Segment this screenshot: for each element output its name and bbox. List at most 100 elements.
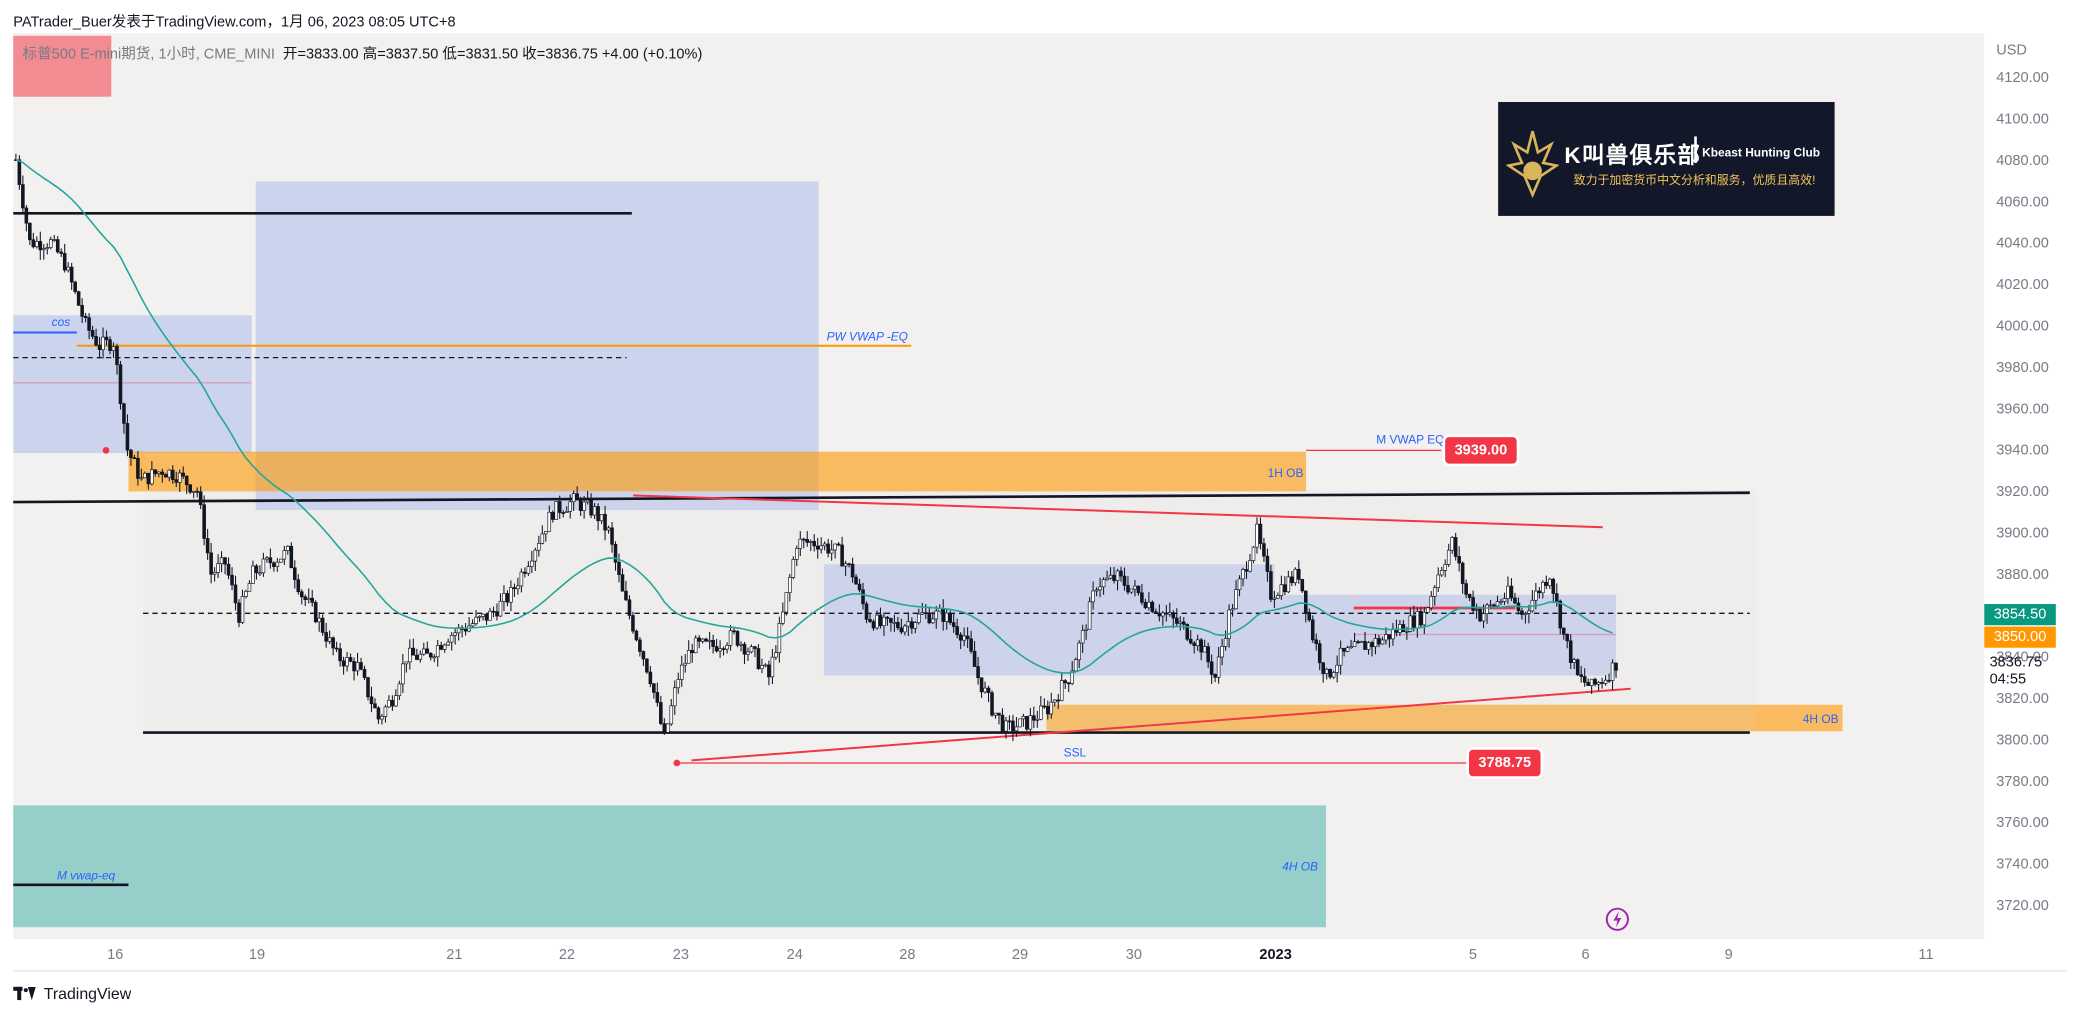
candle[interactable]: [1436, 567, 1441, 592]
candle[interactable]: [861, 582, 865, 610]
candle[interactable]: [509, 580, 513, 612]
candle[interactable]: [331, 636, 335, 656]
candle[interactable]: [153, 469, 158, 477]
vwap-line[interactable]: [15, 158, 1613, 674]
candle[interactable]: [620, 568, 625, 592]
candle[interactable]: [1387, 634, 1392, 648]
candle[interactable]: [230, 567, 234, 591]
candle[interactable]: [927, 606, 932, 625]
candle[interactable]: [45, 243, 50, 255]
candle[interactable]: [1548, 577, 1552, 589]
candle[interactable]: [1380, 636, 1385, 645]
candle[interactable]: [313, 600, 318, 624]
candle[interactable]: [1230, 604, 1235, 617]
candle[interactable]: [819, 537, 823, 554]
candle[interactable]: [498, 593, 503, 617]
candle[interactable]: [760, 658, 764, 674]
trendline-lower[interactable]: [691, 687, 1631, 762]
candle[interactable]: [596, 503, 600, 531]
candle[interactable]: [1321, 662, 1325, 683]
label-m-vwap-eq-lower[interactable]: M vwap-eq: [57, 869, 116, 883]
m-vwap-eq-price-badge[interactable]: 3939.00: [1445, 437, 1517, 464]
candle[interactable]: [1276, 592, 1280, 599]
candle[interactable]: [1049, 692, 1054, 719]
price-axis-area[interactable]: [1984, 33, 2067, 940]
candle[interactable]: [477, 615, 482, 622]
candle[interactable]: [1610, 659, 1615, 691]
candle[interactable]: [896, 616, 900, 631]
candle[interactable]: [1091, 581, 1095, 610]
candle[interactable]: [801, 537, 806, 549]
candle[interactable]: [505, 590, 510, 607]
candle[interactable]: [1429, 591, 1434, 611]
candle[interactable]: [195, 487, 199, 498]
candle[interactable]: [1164, 605, 1169, 622]
candle[interactable]: [697, 635, 701, 649]
candle[interactable]: [1579, 665, 1583, 683]
candle[interactable]: [1398, 620, 1402, 637]
candle[interactable]: [209, 542, 213, 584]
candle[interactable]: [1593, 677, 1597, 687]
candle[interactable]: [679, 655, 684, 687]
candle[interactable]: [272, 561, 276, 572]
candle[interactable]: [1140, 584, 1144, 606]
candle[interactable]: [449, 632, 454, 651]
candle[interactable]: [411, 638, 416, 656]
candle[interactable]: [1108, 567, 1113, 580]
candle[interactable]: [143, 471, 147, 479]
candle[interactable]: [76, 290, 81, 306]
candle[interactable]: [1363, 631, 1367, 650]
candle[interactable]: [878, 607, 883, 629]
candle[interactable]: [177, 469, 182, 492]
candle[interactable]: [1174, 608, 1179, 627]
candle[interactable]: [240, 589, 245, 624]
candle[interactable]: [1129, 588, 1134, 594]
candle[interactable]: [394, 689, 398, 708]
candle[interactable]: [1046, 700, 1050, 720]
candle[interactable]: [1502, 592, 1507, 605]
candle[interactable]: [1202, 639, 1207, 653]
candle[interactable]: [474, 610, 478, 626]
candle[interactable]: [903, 624, 907, 636]
candle[interactable]: [359, 657, 363, 671]
candle[interactable]: [157, 471, 161, 478]
candle[interactable]: [397, 680, 402, 701]
candle[interactable]: [854, 574, 858, 585]
candle[interactable]: [59, 248, 64, 258]
trendline-upper[interactable]: [633, 494, 1603, 529]
candle[interactable]: [711, 634, 715, 654]
candle[interactable]: [1251, 545, 1256, 564]
candle[interactable]: [435, 639, 440, 667]
candle[interactable]: [1258, 517, 1263, 550]
candle[interactable]: [592, 503, 597, 520]
candle[interactable]: [655, 682, 660, 707]
candle[interactable]: [355, 652, 360, 676]
candle[interactable]: [690, 643, 694, 663]
candle[interactable]: [390, 695, 395, 711]
candle[interactable]: [1373, 633, 1378, 655]
candle[interactable]: [1262, 537, 1266, 562]
candle[interactable]: [1105, 570, 1109, 581]
candle[interactable]: [310, 589, 315, 607]
candle[interactable]: [1603, 675, 1608, 686]
candle[interactable]: [659, 695, 663, 726]
candle[interactable]: [537, 535, 541, 557]
candle[interactable]: [1523, 611, 1528, 624]
candle[interactable]: [1450, 536, 1454, 554]
label-4h-ob-lower[interactable]: 4H OB: [1282, 859, 1318, 873]
candle[interactable]: [404, 661, 409, 673]
candle[interactable]: [1558, 599, 1563, 635]
candle[interactable]: [62, 243, 67, 273]
candle[interactable]: [28, 222, 32, 245]
candle[interactable]: [533, 547, 538, 571]
candle[interactable]: [951, 613, 956, 633]
candle[interactable]: [1077, 640, 1081, 669]
candle[interactable]: [1527, 604, 1531, 624]
candle[interactable]: [1213, 673, 1217, 683]
candle[interactable]: [732, 627, 736, 635]
candle[interactable]: [610, 522, 614, 553]
candle[interactable]: [843, 560, 848, 576]
candle[interactable]: [1032, 706, 1036, 728]
footer-brand[interactable]: TradingView: [13, 984, 131, 1003]
candle[interactable]: [1352, 632, 1357, 648]
